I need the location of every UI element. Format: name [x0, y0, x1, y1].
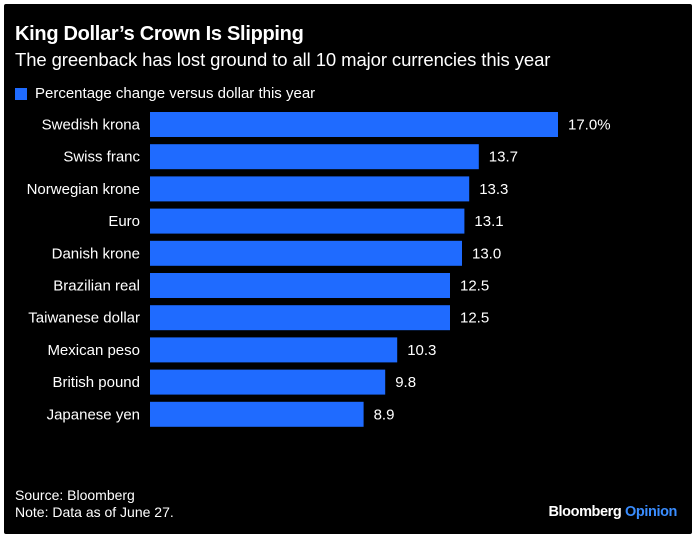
bar — [150, 208, 465, 234]
chart-subtitle: The greenback has lost ground to all 10 … — [15, 49, 551, 70]
bar — [150, 112, 558, 137]
bar — [150, 273, 450, 298]
source-note: Source: Bloomberg — [15, 487, 135, 503]
value-label: 10.3 — [407, 342, 436, 359]
category-label: Swiss franc — [63, 149, 140, 166]
bar — [150, 401, 364, 427]
bar — [150, 305, 450, 331]
category-label: Taiwanese dollar — [28, 310, 140, 327]
chart-title: King Dollar’s Crown Is Slipping — [15, 23, 304, 45]
brand-main: Bloomberg — [548, 504, 622, 520]
bar — [150, 369, 386, 395]
legend-label: Percentage change versus dollar this yea… — [35, 85, 316, 102]
bar-chart: Swedish krona 17.0% Swiss franc 13.7 Norwegi… — [27, 112, 611, 427]
brand-logo: Bloomberg Opinion — [548, 504, 677, 520]
bar — [150, 240, 462, 266]
bar — [150, 144, 479, 170]
category-label: British pound — [52, 374, 140, 391]
chart-card: King Dollar’s Crown Is Slipping The gree… — [4, 4, 692, 534]
legend-swatch — [15, 87, 27, 100]
value-label: 12.5 — [460, 310, 489, 327]
value-label: 13.3 — [479, 181, 508, 198]
brand-accent: Opinion — [625, 504, 677, 520]
value-label: 13.1 — [474, 213, 503, 230]
category-label: Norwegian krone — [27, 181, 140, 198]
category-label: Japanese yen — [47, 406, 140, 423]
category-label: Brazilian real — [53, 278, 140, 295]
bar — [150, 337, 398, 363]
category-label: Euro — [108, 213, 140, 230]
category-label: Swedish krona — [42, 117, 141, 134]
value-label: 13.0 — [472, 245, 501, 262]
value-label: 12.5 — [460, 278, 489, 295]
category-label: Danish krone — [52, 245, 140, 262]
legend: Percentage change versus dollar this yea… — [15, 85, 315, 102]
value-label: 9.8 — [395, 374, 416, 391]
value-label: 13.7 — [489, 149, 518, 166]
category-label: Mexican peso — [47, 342, 140, 359]
bar — [150, 176, 470, 202]
value-label: 17.0% — [568, 117, 611, 134]
data-note: Note: Data as of June 27. — [15, 504, 174, 520]
value-label: 8.9 — [374, 406, 395, 423]
